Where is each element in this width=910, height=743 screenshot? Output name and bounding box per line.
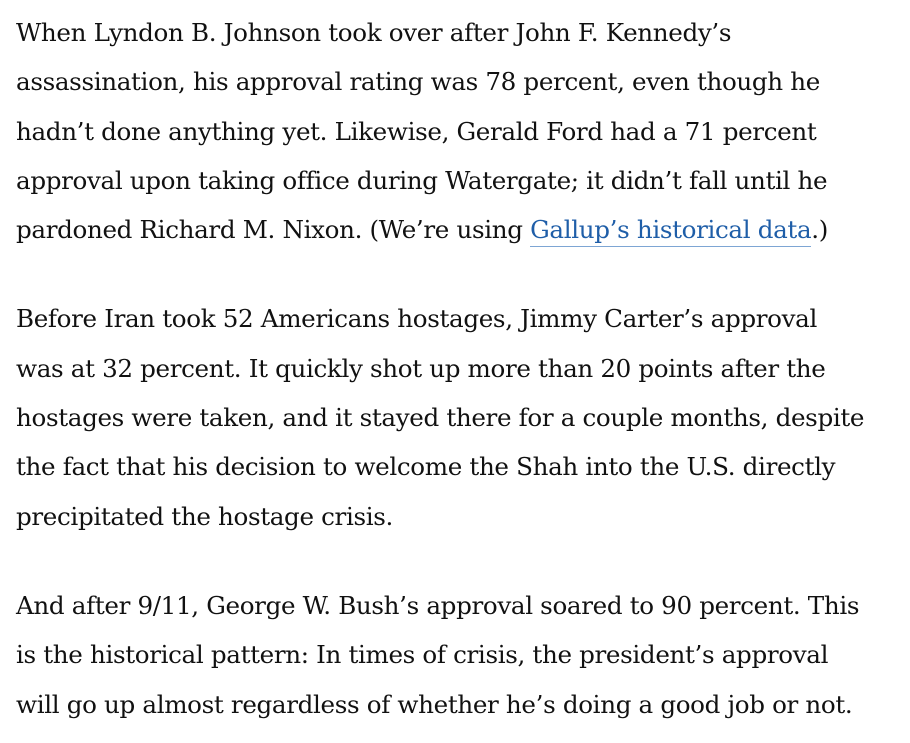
text-line: assassination, his approval rating was 7… xyxy=(16,67,820,97)
text-line: will go up almost regardless of whether … xyxy=(16,689,853,719)
paragraph-2: Before Iran took 52 Americans hostages, … xyxy=(16,294,896,540)
text-line: is the historical pattern: In times of c… xyxy=(16,640,829,670)
text-line: Before Iran took 52 Americans hostages, … xyxy=(16,304,817,334)
article-body: When Lyndon B. Johnson took over after J… xyxy=(16,8,896,729)
text-line: pardoned Richard M. Nixon. (We’re using … xyxy=(16,205,896,254)
text-line: hadn’t done anything yet. Likewise, Gera… xyxy=(16,116,817,146)
paragraph-1: When Lyndon B. Johnson took over after J… xyxy=(16,8,896,254)
text-line: was at 32 percent. It quickly shot up mo… xyxy=(16,353,826,383)
text-line: hostages were taken, and it stayed there… xyxy=(16,403,865,433)
text-line: approval upon taking office during Water… xyxy=(16,165,828,195)
text-fragment: pardoned Richard M. Nixon. (We’re using xyxy=(16,215,531,245)
text-line: And after 9/11, George W. Bush’s approva… xyxy=(16,590,860,620)
text-line: When Lyndon B. Johnson took over after J… xyxy=(16,18,732,47)
paragraph-3: And after 9/11, George W. Bush’s approva… xyxy=(16,581,896,729)
gallup-historical-data-link[interactable]: Gallup’s historical data xyxy=(530,215,812,248)
text-line: the fact that his decision to welcome th… xyxy=(16,452,836,482)
text-line: precipitated the hostage crisis. xyxy=(16,501,393,531)
text-fragment: .) xyxy=(811,215,829,245)
